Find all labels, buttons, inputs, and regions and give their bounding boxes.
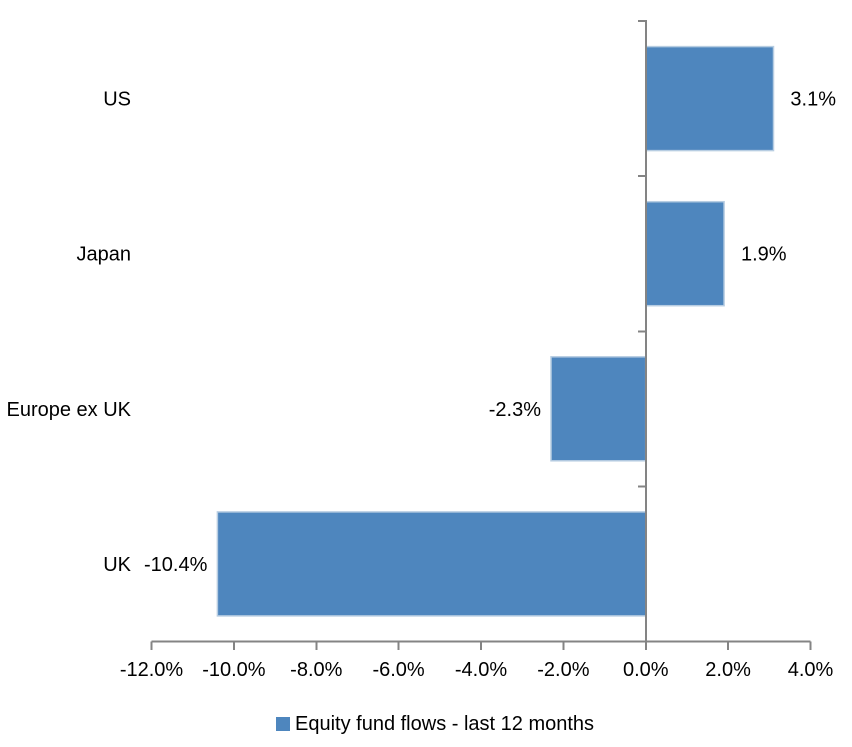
data-label-uk: -10.4% — [144, 554, 208, 576]
category-label-europe-ex-uk: Europe ex UK — [6, 399, 131, 421]
data-label-us: 3.1% — [790, 89, 836, 111]
chart-legend: Equity fund flows - last 12 months — [276, 713, 594, 735]
bar-us — [645, 45, 775, 152]
bar-uk — [216, 511, 647, 617]
x-tick-label-2: -8.0% — [290, 659, 342, 681]
x-tick-label-6: 0.0% — [623, 659, 669, 681]
x-tick-label-3: -6.0% — [372, 659, 424, 681]
legend-label: Equity fund flows - last 12 months — [295, 713, 595, 735]
x-tick-label-8: 4.0% — [788, 659, 834, 681]
x-tick-label-4: -4.0% — [455, 659, 507, 681]
x-tick-label-7: 2.0% — [705, 659, 751, 681]
chart-plot-area: 3.1% US 1.9% Japan -2.3% Europe ex UK -10.4% UK… — [6, 20, 836, 681]
x-tick-label-5: -2.0% — [537, 659, 589, 681]
data-label-japan: 1.9% — [741, 244, 787, 266]
bar-japan — [645, 200, 725, 307]
bar-europe-ex-uk — [550, 356, 647, 462]
category-label-japan: Japan — [77, 244, 132, 266]
category-label-us: US — [103, 89, 131, 111]
category-label-uk: UK — [103, 554, 131, 576]
x-tick-label-0: -12.0% — [120, 659, 184, 681]
data-label-europe-ex-uk: -2.3% — [489, 399, 541, 421]
legend-swatch-icon — [276, 717, 290, 731]
x-tick-label-1: -10.0% — [202, 659, 266, 681]
